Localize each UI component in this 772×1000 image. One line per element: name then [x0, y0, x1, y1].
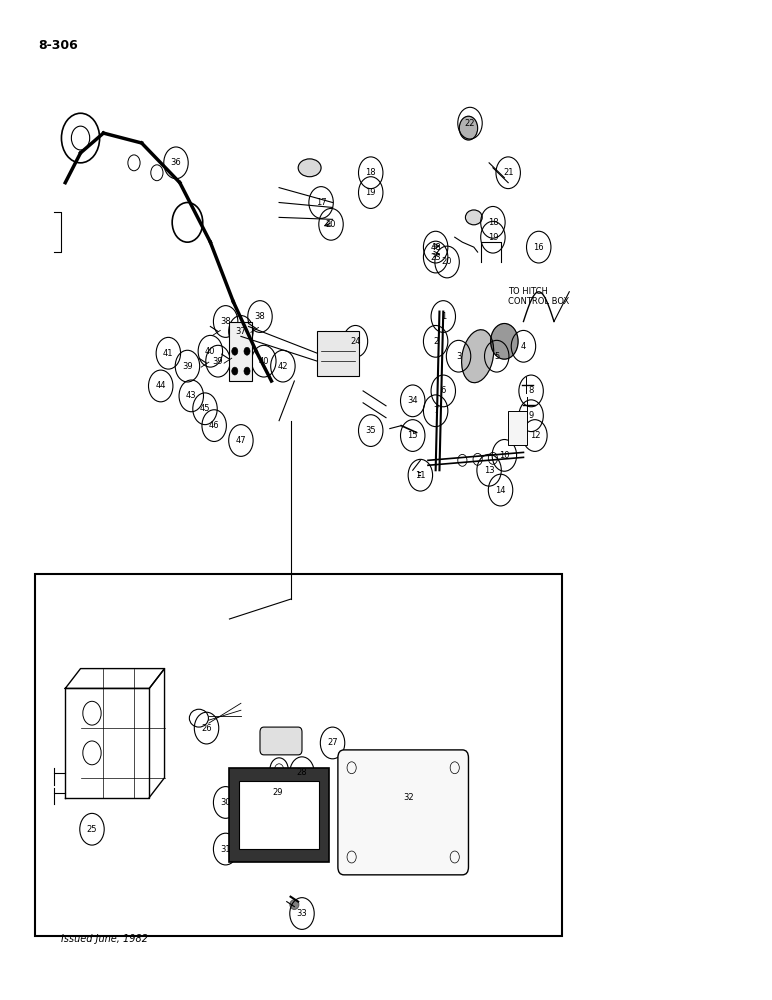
Text: 23: 23: [430, 253, 441, 262]
Text: 13: 13: [484, 466, 494, 475]
Text: 20: 20: [326, 220, 337, 229]
Text: 34: 34: [408, 396, 418, 405]
Text: 46: 46: [209, 421, 219, 430]
Text: 18: 18: [365, 168, 376, 177]
FancyBboxPatch shape: [260, 727, 302, 755]
Text: 2: 2: [433, 337, 438, 346]
Text: 47: 47: [235, 436, 246, 445]
Text: 26: 26: [201, 724, 212, 733]
Text: 25: 25: [86, 825, 97, 834]
Ellipse shape: [290, 900, 299, 910]
Circle shape: [232, 367, 238, 375]
Text: 20: 20: [442, 257, 452, 266]
Text: 30: 30: [220, 798, 231, 807]
Circle shape: [459, 116, 478, 140]
Text: 8-306: 8-306: [39, 39, 78, 52]
Text: 10: 10: [499, 451, 510, 460]
Text: 41: 41: [163, 349, 174, 358]
Text: 40: 40: [259, 357, 269, 366]
Text: 42: 42: [278, 362, 288, 371]
Text: Issued June, 1982: Issued June, 1982: [62, 934, 148, 944]
Bar: [317, 331, 359, 376]
Text: 38: 38: [220, 317, 231, 326]
Text: 32: 32: [404, 793, 415, 802]
Text: 1: 1: [441, 312, 446, 321]
Bar: [239, 781, 319, 849]
Ellipse shape: [466, 210, 482, 225]
Text: 12: 12: [530, 431, 540, 440]
Text: 35: 35: [365, 426, 376, 435]
Text: 29: 29: [273, 788, 283, 797]
Text: 21: 21: [503, 168, 513, 177]
Text: 17: 17: [316, 198, 327, 207]
Text: 19: 19: [488, 233, 498, 242]
Text: 3: 3: [455, 352, 461, 361]
Text: 40: 40: [205, 347, 215, 356]
Text: 43: 43: [186, 391, 197, 400]
Circle shape: [232, 347, 238, 355]
Ellipse shape: [298, 159, 321, 177]
Bar: [229, 768, 329, 862]
Text: 19: 19: [365, 188, 376, 197]
FancyBboxPatch shape: [338, 750, 469, 875]
Circle shape: [491, 323, 518, 359]
Text: 37: 37: [235, 327, 246, 336]
Circle shape: [244, 347, 250, 355]
Text: TO HITCH
CONTROL BOX: TO HITCH CONTROL BOX: [508, 287, 570, 306]
Text: 7: 7: [433, 406, 438, 415]
Bar: [229, 322, 252, 381]
Text: 14: 14: [496, 486, 506, 495]
Text: 16: 16: [533, 243, 544, 252]
Text: 31: 31: [220, 845, 231, 854]
Text: 22: 22: [465, 119, 476, 128]
Text: 6: 6: [441, 386, 446, 395]
Ellipse shape: [462, 330, 493, 383]
Text: 28: 28: [296, 768, 307, 777]
Text: 9: 9: [529, 411, 533, 420]
Text: 48: 48: [430, 243, 441, 252]
Text: 11: 11: [415, 471, 425, 480]
Text: 38: 38: [255, 312, 266, 321]
Text: 24: 24: [350, 337, 361, 346]
Text: 8: 8: [528, 386, 533, 395]
Text: 39: 39: [182, 362, 193, 371]
Bar: [35, 574, 562, 936]
Text: 45: 45: [200, 404, 210, 413]
Bar: [508, 411, 527, 445]
Text: 36: 36: [171, 158, 181, 167]
Text: 33: 33: [296, 909, 307, 918]
Circle shape: [244, 367, 250, 375]
Text: 4: 4: [521, 342, 526, 351]
Text: 44: 44: [155, 381, 166, 390]
Text: 27: 27: [327, 738, 338, 747]
Text: 18: 18: [488, 218, 498, 227]
Text: 39: 39: [212, 357, 223, 366]
Text: 15: 15: [408, 431, 418, 440]
Text: 5: 5: [494, 352, 499, 361]
